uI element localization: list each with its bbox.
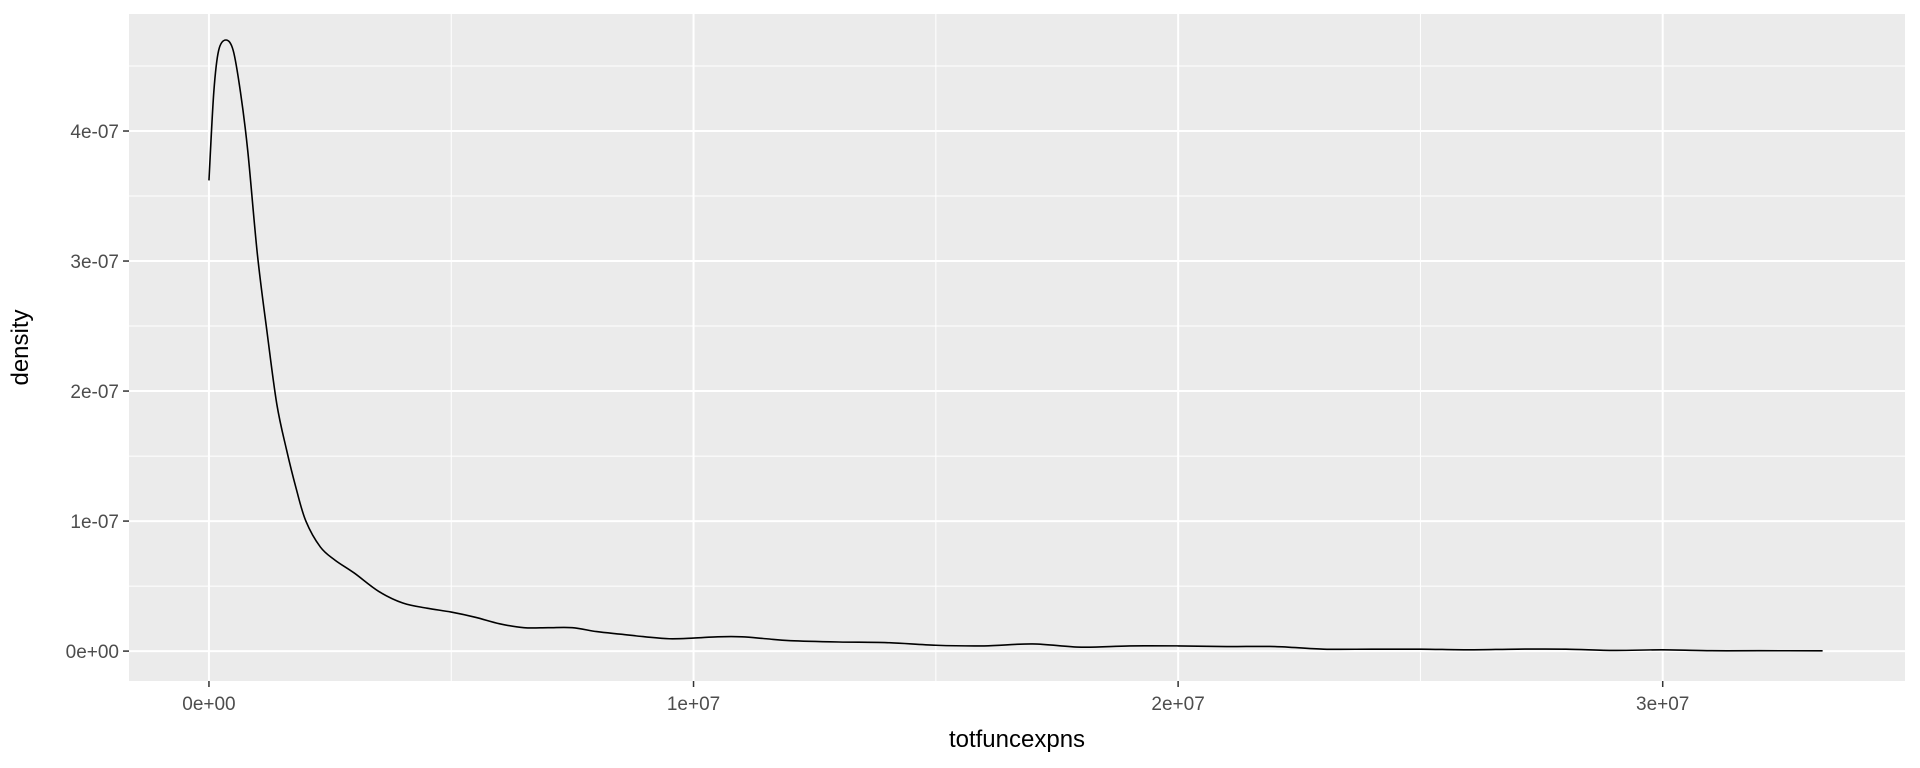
y-axis: 0e+00 1e-07 2e-07 3e-07 4e-07: [66, 122, 129, 663]
y-tick-label: 2e-07: [70, 382, 119, 403]
y-tick-label: 3e-07: [70, 252, 119, 273]
x-tick-label: 1e+07: [667, 694, 720, 715]
x-tick-label: 3e+07: [1636, 694, 1689, 715]
plot-panel: [129, 14, 1905, 681]
minor-gridlines: [129, 14, 1905, 681]
x-tick-label: 2e+07: [1151, 694, 1204, 715]
y-axis-title: density: [7, 309, 34, 385]
x-axis-title: totfuncexpns: [949, 726, 1085, 753]
y-tick-label: 0e+00: [66, 642, 119, 663]
y-tick-label: 4e-07: [70, 122, 119, 143]
y-tick-label: 1e-07: [70, 512, 119, 533]
density-curve: [208, 39, 1823, 652]
x-tick-label: 0e+00: [182, 694, 235, 715]
x-axis: 0e+00 1e+07 2e+07 3e+07: [182, 681, 1689, 715]
